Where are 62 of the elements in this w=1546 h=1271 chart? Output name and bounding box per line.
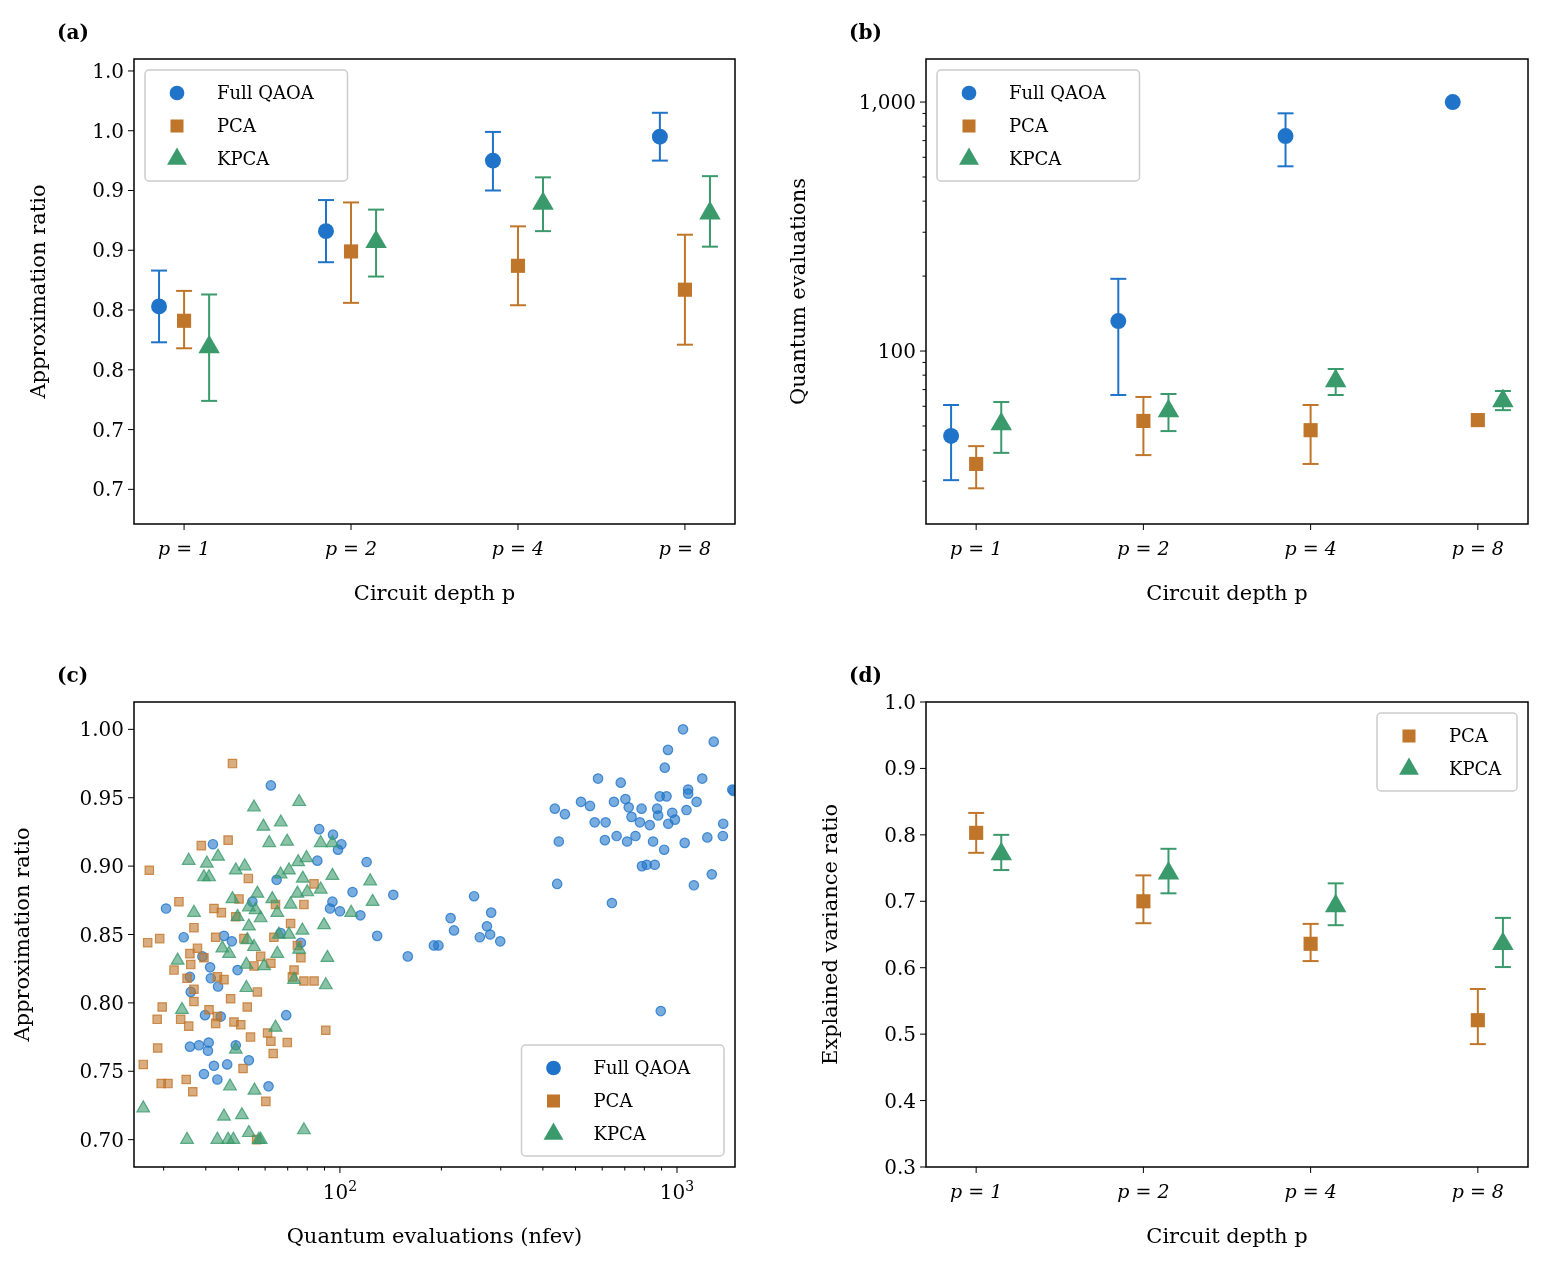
x-axis-title: Circuit depth p [1146,581,1308,605]
y-tick-label: 0.80 [79,990,124,1015]
chart-title: (d) [849,663,882,687]
y-tick-label: 0.9 [884,756,916,781]
y-tick-label: 0.3 [884,1155,916,1179]
y-axis-title: Explained variance ratio [818,803,842,1066]
y-tick-label: 0.8 [884,822,916,847]
y-tick-label: 0.70 [79,1127,124,1152]
legend-label: KPCA [1449,758,1503,780]
y-axis-title: Approximation ratio [10,827,34,1043]
y-tick-label: 0.7 [92,477,124,502]
y-tick-label: 0.90 [79,854,124,879]
x-tick-label: p = 8 [1451,1180,1504,1202]
legend-label: Full QAOA [593,1057,692,1079]
y-tick-label: 1.0 [92,58,124,83]
x-tick-label: p = 4 [491,537,545,559]
y-tick-label: 0.85 [79,922,124,947]
legend-label: KPCA [593,1123,647,1145]
legend-label: Full QAOA [217,82,315,104]
legend-label: KPCA [1009,148,1063,170]
x-axis-title: Circuit depth p [1146,1224,1308,1248]
legend-label: Full QAOA [1009,82,1107,104]
y-tick-label: 1.0 [92,118,124,143]
x-tick-label: p = 4 [1284,1180,1337,1202]
y-axis-title: Quantum evaluations [786,177,810,406]
legend-label: PCA [217,115,257,137]
y-tick-label: 0.95 [79,785,124,810]
x-tick-label: 10$^{3}$ [659,1178,695,1204]
legend-label: PCA [1009,115,1049,137]
x-tick-label: p = 1 [950,537,1003,559]
x-axis-title: Circuit depth p [353,581,516,605]
chart-title: (c) [57,663,89,687]
y-axis-title: Approximation ratio [26,184,50,400]
y-tick-label: 0.9 [92,238,124,263]
x-tick-label: p = 2 [324,537,378,559]
y-tick-label: 0.75 [79,1059,124,1084]
y-tick-label: 0.8 [92,357,124,382]
x-axis-title: Quantum evaluations (nfev) [286,1224,583,1248]
y-tick-label: 0.8 [92,298,124,323]
legend-label: PCA [593,1090,634,1112]
x-tick-label: p = 8 [1451,537,1504,559]
y-tick-label: 1.00 [79,717,124,742]
y-tick-label: 1,000 [858,90,916,115]
y-tick-label: 0.7 [92,417,124,442]
x-tick-label: p = 4 [1284,537,1337,559]
y-tick-label: 0.7 [884,889,916,914]
chart-title: (b) [849,20,882,44]
x-tick-label: p = 1 [157,537,211,559]
y-tick-label: 0.4 [884,1088,916,1113]
y-tick-label: 1.0 [884,690,916,714]
x-tick-label: p = 2 [1117,537,1170,559]
y-tick-label: 100 [877,339,916,364]
legend-label: KPCA [217,148,271,170]
x-tick-label: p = 8 [658,537,712,559]
x-tick-label: p = 2 [1117,1180,1170,1202]
chart-title: (a) [57,20,89,44]
x-tick-label: 10$^{2}$ [322,1178,358,1204]
legend-label: PCA [1449,725,1489,747]
y-tick-label: 0.6 [884,955,916,980]
y-tick-label: 0.5 [884,1022,916,1047]
x-tick-label: p = 1 [950,1180,1003,1202]
y-tick-label: 0.9 [92,178,124,203]
